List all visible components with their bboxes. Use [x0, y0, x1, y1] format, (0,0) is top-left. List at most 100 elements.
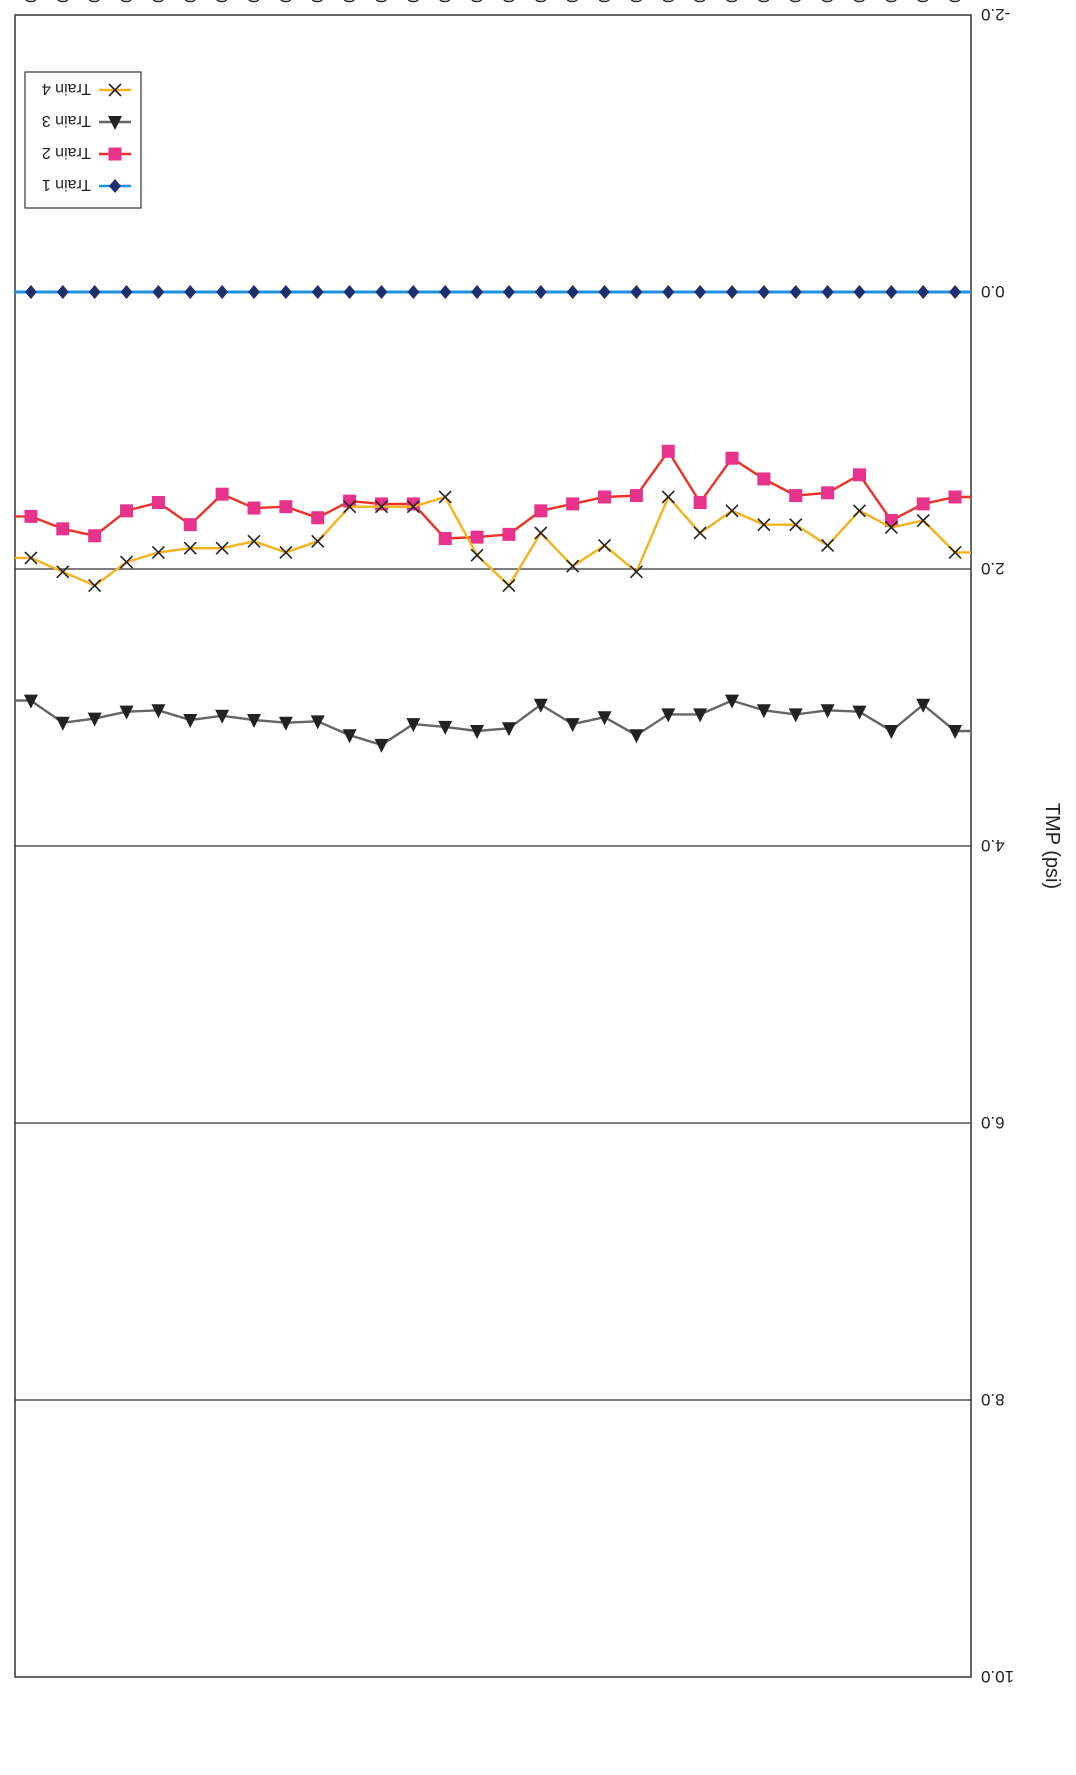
chart-rotated-group: 1-Apr-2020 2-Apr-2020 3-Apr-2020 4-Apr-2020…: [14, 0, 1063, 1686]
data-point: [215, 709, 230, 724]
data-point: [757, 518, 771, 532]
data-point: [852, 705, 867, 720]
data-point: [470, 530, 484, 544]
data-point: [629, 489, 643, 503]
data-point: [406, 500, 420, 514]
data-point: [23, 694, 38, 709]
data-point: [374, 738, 389, 753]
data-point: [279, 545, 293, 559]
x-tick-label: 24-Apr-2020: [212, 0, 231, 3]
data-point: [216, 285, 229, 299]
x-tick-label: 26-Apr-2020: [148, 0, 167, 3]
data-point: [279, 500, 293, 514]
legend-item: Train 3: [42, 112, 131, 130]
x-tick-label: 23-Apr-2020: [244, 0, 263, 3]
data-point: [375, 285, 388, 299]
data-point: [661, 490, 675, 504]
data-point: [534, 526, 548, 540]
data-point: [374, 500, 389, 514]
data-point: [725, 451, 739, 465]
data-point: [534, 285, 547, 299]
data-point: [247, 713, 261, 728]
x-tick-label: 18-Apr-2020: [403, 0, 422, 3]
x-tick-label: 17-Apr-2020: [435, 0, 454, 3]
data-point: [55, 716, 70, 731]
x-tick-label: 4-Apr-2020: [849, 0, 868, 3]
data-point: [948, 725, 963, 740]
data-point: [853, 285, 866, 299]
data-point: [597, 711, 612, 726]
x-tick-label: 22-Apr-2020: [276, 0, 295, 3]
x-tick-label: 3-Apr-2020: [881, 0, 900, 3]
data-point: [24, 551, 38, 565]
series-line: [15, 699, 971, 747]
legend-marker: [108, 83, 122, 97]
data-point: [119, 555, 134, 569]
data-point: [342, 729, 357, 744]
data-point: [215, 487, 229, 501]
data-point: [789, 518, 803, 532]
data-point: [343, 285, 356, 299]
data-point: [917, 285, 930, 299]
series-line: [15, 494, 971, 588]
data-point: [406, 718, 421, 733]
data-point: [661, 444, 675, 458]
data-point: [88, 285, 101, 299]
legend-label: Train 2: [42, 144, 91, 161]
x-tick-label: 12-Apr-2020: [595, 0, 614, 3]
legend-marker: [108, 147, 122, 161]
data-point: [662, 285, 675, 299]
y-tick-label: 6.0: [981, 1113, 1005, 1132]
legend-marker: [108, 116, 122, 130]
data-point: [821, 538, 835, 553]
x-tick-label: 28-Apr-2020: [85, 0, 104, 3]
data-point: [693, 496, 707, 510]
data-point: [87, 712, 102, 727]
value-axis-title: TMP (psi): [1041, 803, 1063, 889]
data-point: [852, 504, 867, 518]
legend: Train 1 Train 2 Train 3 Train 4: [24, 71, 142, 209]
data-point: [661, 708, 676, 723]
legend-label: Train 4: [42, 80, 91, 97]
x-tick-label: 14-Apr-2020: [531, 0, 550, 3]
x-tick-label: 1-Apr-2020: [945, 0, 964, 3]
data-point: [215, 541, 229, 555]
data-point: [502, 285, 515, 299]
data-point: [756, 704, 771, 719]
data-point: [852, 468, 866, 482]
x-tick-label: 27-Apr-2020: [117, 0, 136, 3]
data-point: [566, 285, 579, 299]
data-point: [948, 545, 962, 559]
data-point: [88, 579, 102, 593]
value-axis-tick-labels: 10.0 8.0 6.0 4.0 2.0 0.0 -2.0: [981, 5, 1014, 1686]
data-point: [821, 486, 835, 500]
y-tick-label: 10.0: [981, 1667, 1014, 1686]
data-point: [821, 285, 834, 299]
x-tick-label: 10-Apr-2020: [658, 0, 677, 3]
data-point: [470, 725, 485, 740]
data-point: [501, 722, 516, 737]
legend-marker: [109, 179, 121, 193]
data-point: [948, 490, 962, 504]
x-tick-label: 8-Apr-2020: [722, 0, 741, 3]
category-axis-labels: 1-Apr-2020 2-Apr-2020 3-Apr-2020 4-Apr-2020…: [21, 0, 964, 3]
x-tick-label: 19-Apr-2020: [371, 0, 390, 3]
series-1: [15, 285, 971, 299]
data-point: [278, 716, 293, 731]
legend-item: Train 1: [42, 176, 131, 193]
data-point: [56, 285, 69, 299]
x-tick-label: 9-Apr-2020: [690, 0, 709, 3]
data-point: [247, 501, 261, 515]
data-point: [247, 534, 261, 548]
data-point: [502, 579, 516, 593]
data-point: [343, 500, 357, 514]
legend-item: Train 2: [42, 144, 131, 161]
x-tick-label: 25-Apr-2020: [180, 0, 199, 3]
data-point: [374, 497, 388, 511]
data-point: [311, 285, 324, 299]
series-4: [15, 490, 971, 593]
data-point: [534, 504, 548, 518]
data-point: [916, 497, 930, 511]
data-point: [151, 704, 166, 719]
x-tick-label: 13-Apr-2020: [563, 0, 582, 3]
